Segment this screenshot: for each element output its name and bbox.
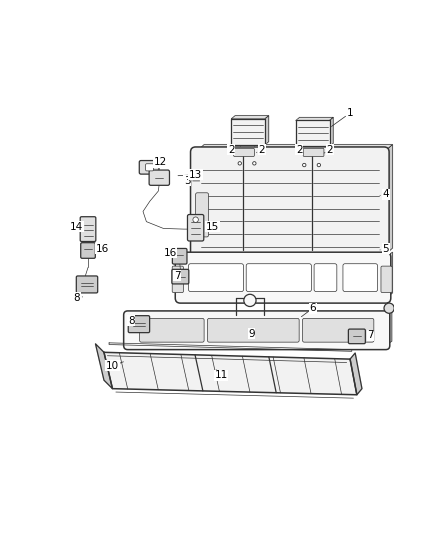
Circle shape — [238, 161, 241, 165]
Text: 1: 1 — [347, 108, 353, 118]
Polygon shape — [350, 353, 362, 395]
FancyBboxPatch shape — [172, 269, 189, 284]
FancyBboxPatch shape — [81, 243, 95, 259]
FancyBboxPatch shape — [172, 266, 184, 293]
FancyBboxPatch shape — [196, 193, 208, 237]
Polygon shape — [329, 117, 333, 147]
FancyBboxPatch shape — [314, 264, 337, 292]
Text: 10: 10 — [106, 361, 119, 371]
Text: 8: 8 — [74, 293, 80, 303]
Text: 2: 2 — [258, 144, 265, 155]
Text: 15: 15 — [206, 222, 219, 232]
FancyBboxPatch shape — [76, 276, 98, 293]
Text: 7: 7 — [173, 271, 180, 281]
Polygon shape — [231, 119, 265, 144]
Text: 12: 12 — [153, 157, 166, 167]
Text: 3: 3 — [184, 176, 191, 186]
Polygon shape — [104, 352, 357, 395]
Circle shape — [253, 161, 256, 165]
Polygon shape — [384, 144, 392, 256]
Text: 2: 2 — [296, 144, 303, 155]
FancyBboxPatch shape — [246, 264, 311, 292]
Text: 7: 7 — [367, 330, 374, 341]
Polygon shape — [109, 343, 352, 351]
Text: 5: 5 — [382, 244, 389, 254]
Polygon shape — [265, 116, 268, 144]
FancyBboxPatch shape — [146, 164, 153, 171]
Polygon shape — [196, 144, 392, 152]
Text: 2: 2 — [228, 144, 235, 155]
FancyBboxPatch shape — [128, 316, 150, 333]
Circle shape — [244, 294, 256, 306]
Circle shape — [193, 217, 198, 222]
Polygon shape — [296, 120, 329, 147]
Circle shape — [384, 303, 394, 313]
FancyBboxPatch shape — [188, 264, 244, 292]
FancyBboxPatch shape — [191, 147, 389, 261]
Text: 14: 14 — [70, 222, 84, 232]
FancyBboxPatch shape — [208, 318, 299, 342]
FancyBboxPatch shape — [187, 214, 204, 241]
Text: 9: 9 — [248, 329, 255, 338]
FancyBboxPatch shape — [175, 252, 391, 303]
Text: 16: 16 — [95, 244, 109, 254]
Circle shape — [303, 163, 306, 167]
FancyBboxPatch shape — [173, 248, 187, 264]
FancyBboxPatch shape — [381, 266, 392, 293]
Text: 8: 8 — [128, 316, 134, 326]
FancyBboxPatch shape — [348, 329, 365, 344]
FancyBboxPatch shape — [139, 160, 159, 174]
FancyBboxPatch shape — [233, 148, 254, 157]
Text: 11: 11 — [215, 370, 228, 381]
FancyBboxPatch shape — [140, 318, 204, 342]
Text: 4: 4 — [382, 190, 389, 199]
Polygon shape — [231, 116, 268, 119]
Text: 6: 6 — [309, 303, 316, 313]
FancyBboxPatch shape — [149, 170, 170, 185]
Text: 16: 16 — [163, 248, 177, 258]
FancyBboxPatch shape — [343, 264, 378, 292]
Text: 2: 2 — [326, 144, 333, 155]
Polygon shape — [296, 117, 333, 120]
Polygon shape — [386, 252, 392, 298]
FancyBboxPatch shape — [303, 148, 324, 157]
Polygon shape — [95, 344, 113, 389]
FancyBboxPatch shape — [80, 217, 96, 241]
Text: 13: 13 — [189, 170, 202, 180]
FancyBboxPatch shape — [124, 311, 390, 350]
FancyBboxPatch shape — [303, 318, 374, 342]
Polygon shape — [386, 311, 392, 345]
Circle shape — [317, 163, 321, 167]
